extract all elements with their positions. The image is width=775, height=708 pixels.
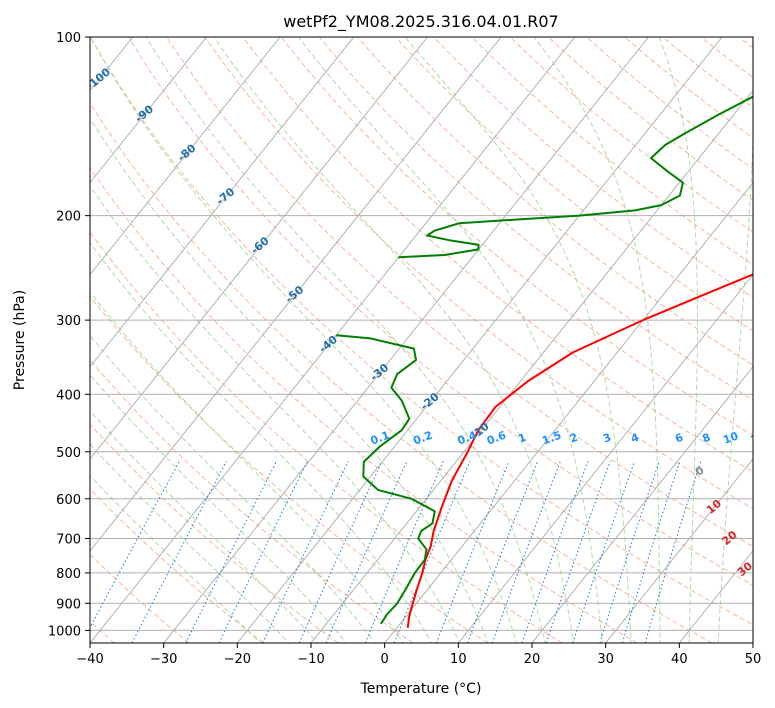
mixing-ratio-label: 0.1: [369, 429, 392, 448]
isotherm-line: [90, 37, 502, 552]
mixing-ratio-label: 0.2: [411, 429, 434, 448]
isotherm-line: [384, 181, 753, 643]
mixing-ratio-label: 0.4: [456, 429, 479, 448]
dry-adiabat-line: [395, 37, 753, 332]
x-tick-label: 40: [671, 652, 688, 667]
mixing-ratio-line: [393, 461, 471, 643]
isotherm-line: [605, 458, 753, 643]
y-tick-label: 200: [56, 210, 81, 225]
x-axis-ticks: −40 −30 −20 −10 0 10 20 30 40 50: [76, 643, 761, 667]
dry-adiabat-line: [90, 167, 638, 643]
dry-adiabat-line: [90, 359, 414, 643]
moist-adiabat-line: [90, 185, 461, 643]
mixing-ratio-line: [185, 460, 277, 643]
mixing-ratio-lines: [90, 460, 702, 643]
x-axis-label: Temperature (°C): [360, 681, 482, 697]
mixing-ratio-line: [545, 461, 611, 643]
isotherm-line: [163, 37, 649, 643]
mixing-ratio-line: [298, 460, 383, 643]
profile-line-0: [406, 273, 753, 628]
plot-frame: [89, 36, 754, 644]
isotherm-line: [531, 365, 753, 643]
x-tick-label: −30: [150, 652, 177, 667]
mixing-ratio-label: 4: [629, 431, 641, 446]
mixing-ratio-label: 1: [516, 431, 528, 446]
y-tick-label: 300: [56, 314, 81, 329]
y-tick-label: 1000: [48, 624, 81, 639]
dry-adiabat-line: [318, 37, 753, 401]
profile-series: [336, 95, 753, 628]
dry-adiabat-line: [90, 295, 488, 643]
dry-adiabat-line: [280, 37, 753, 436]
moist-adiabat-line: [90, 334, 376, 643]
mixing-ratio-line: [325, 460, 408, 643]
mixing-ratio-label: 10: [721, 429, 740, 447]
x-tick-label: −40: [76, 652, 103, 667]
mixing-ratio-line: [262, 460, 349, 643]
x-tick-label: 0: [381, 652, 389, 667]
dry-adiabat-line: [471, 37, 753, 266]
y-tick-label: 700: [56, 533, 81, 548]
isotherm-line: [90, 37, 428, 460]
dry-adiabat-line: [90, 423, 339, 643]
mixing-ratio-line: [435, 461, 510, 643]
isotherm-line: [90, 37, 355, 368]
mixing-ratio-label: 1.5: [540, 429, 563, 448]
profile-line-2: [398, 95, 753, 259]
y-tick-label: 900: [56, 597, 81, 612]
adiabat-labels: -100-90-80-70-60-50-40-30-20-10010203040…: [90, 65, 768, 579]
mixing-ratio-line: [491, 461, 561, 643]
isotherm-line: [457, 273, 753, 643]
y-axis-ticks: 100 200 300 400 500 600 700 800 900 1000: [48, 31, 90, 639]
mixing-ratio-label: 3: [601, 431, 613, 446]
isobars: [90, 37, 753, 631]
x-tick-label: −20: [224, 652, 251, 667]
mixing-ratio-line: [467, 461, 539, 643]
chart-title: wetPf2_YM08.2025.316.04.01.R07: [283, 12, 558, 32]
isotherm-line: [90, 37, 207, 184]
mixing-ratio-line: [364, 460, 444, 643]
isotherm-line: [236, 37, 723, 643]
mixing-ratio-label: 2: [568, 431, 580, 446]
moist-adiabat-line: [90, 117, 489, 643]
dry-adiabat-line: [90, 488, 264, 643]
dry-adiabat-line: [90, 37, 753, 626]
x-tick-label: 10: [450, 652, 467, 667]
dry-adiabat-line: [128, 37, 753, 586]
x-tick-label: −10: [297, 652, 324, 667]
y-tick-label: 600: [56, 493, 81, 508]
mixing-ratio-label: 13: [749, 429, 768, 446]
dry-adiabat-line: [204, 37, 753, 510]
mixing-ratio-line: [218, 460, 308, 643]
y-tick-label: 400: [56, 388, 81, 403]
y-tick-label: 800: [56, 567, 81, 582]
isotherm-line: [90, 37, 281, 276]
dry-adiabat-line: [90, 231, 563, 643]
x-tick-label: 30: [597, 652, 614, 667]
dry-adiabat-line: [547, 37, 753, 201]
isotherm-line: [310, 89, 753, 643]
x-tick-label: 50: [745, 652, 762, 667]
x-tick-label: 20: [524, 652, 541, 667]
plot-area: -100-90-80-70-60-50-40-30-20-10010203040…: [90, 37, 768, 643]
y-tick-label: 100: [56, 31, 81, 46]
mixing-ratio-label: 0.6: [485, 429, 508, 448]
y-tick-label: 500: [56, 446, 81, 461]
mixing-ratio-line: [521, 461, 589, 643]
dry-adiabat-line: [166, 37, 753, 548]
mixing-ratio-label: 8: [701, 431, 713, 446]
y-axis-label: Pressure (hPa): [12, 290, 28, 390]
mixing-ratio-label: 6: [673, 431, 685, 446]
moist-adiabat-label: 30: [735, 559, 755, 579]
isotherms: [90, 37, 753, 643]
isotherm-line: [90, 37, 576, 643]
profile-line-1: [336, 334, 436, 625]
dry-adiabat-line: [90, 101, 712, 643]
